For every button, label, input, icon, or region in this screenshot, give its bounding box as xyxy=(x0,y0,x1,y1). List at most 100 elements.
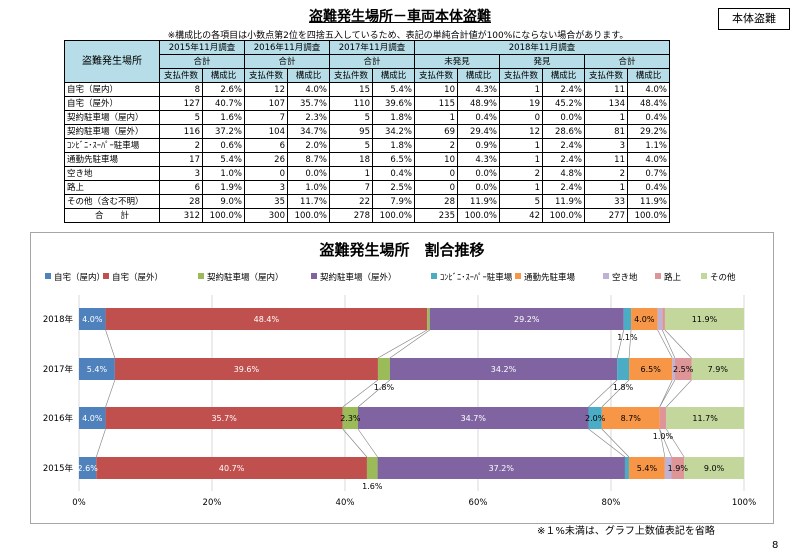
bar-segment xyxy=(105,308,428,330)
ratio-cell: 100.0% xyxy=(287,208,330,223)
count-cell: 10 xyxy=(414,152,458,167)
rounding-note: ※構成比の各項目は小数点第2位を四捨五入しているため、表記の単純合計値が100%… xyxy=(167,31,629,41)
bar-segment xyxy=(601,407,660,429)
data-label: 35.7% xyxy=(211,414,237,423)
bar-segment xyxy=(628,457,665,479)
bar-segment xyxy=(671,457,685,479)
count-cell: 18 xyxy=(329,152,373,167)
ratio-cell: 4.3% xyxy=(457,152,500,167)
bar-segment xyxy=(105,407,343,429)
series-connector xyxy=(659,379,673,408)
row-label: 空き地 xyxy=(64,166,160,181)
ratio-cell: 8.7% xyxy=(287,152,330,167)
chart-footnote: ※１%未満は、グラフ上数値表記を省略 xyxy=(537,526,715,537)
ratio-cell: 48.4% xyxy=(627,96,670,111)
bar-segment xyxy=(684,457,744,479)
data-label: 34.7% xyxy=(461,414,487,423)
x-tick-label: 0% xyxy=(72,498,86,508)
ratio-cell: 37.2% xyxy=(202,124,245,139)
ratio-cell: 1.8% xyxy=(372,110,415,125)
ratio-cell: 29.4% xyxy=(457,124,500,139)
legend-label: 契約駐車場（屋外） xyxy=(320,272,397,283)
ratio-cell: 35.7% xyxy=(287,96,330,111)
ratio-cell: 5.4% xyxy=(372,82,415,97)
legend-swatch xyxy=(515,273,521,279)
table-row: 空き地 3 1.0% 0 0.0% 1 0.4% 0 0.0% 2 4.8% 2 0.7% xyxy=(64,166,670,181)
count-cell: 2 xyxy=(499,166,543,181)
bar-segment xyxy=(664,457,672,479)
count-cell: 1 xyxy=(584,180,628,195)
ratio-cell: 2.0% xyxy=(287,138,330,153)
ratio-cell: 11.9% xyxy=(542,194,585,209)
x-tick-label: 100% xyxy=(732,498,756,508)
data-label: 6.5% xyxy=(640,365,661,374)
count-cell: 127 xyxy=(159,96,203,111)
bar-segment xyxy=(664,308,744,330)
ratio-cell: 1.9% xyxy=(202,180,245,195)
data-label: 8.7% xyxy=(621,414,642,423)
column-header-ratio: 構成比 xyxy=(542,68,585,83)
count-cell: 11 xyxy=(584,152,628,167)
count-cell: 3 xyxy=(244,180,288,195)
ratio-cell: 11.9% xyxy=(457,194,500,209)
ratio-cell: 0.0% xyxy=(457,180,500,195)
row-label: 契約駐車場（屋外） xyxy=(64,124,160,139)
category-label: 2016年 xyxy=(43,413,74,424)
ratio-cell: 4.3% xyxy=(457,82,500,97)
row-label: 自宅（屋内） xyxy=(64,82,160,97)
column-header-ratio: 構成比 xyxy=(457,68,500,83)
data-label: 40.7% xyxy=(219,464,245,473)
legend-label: 自宅（屋内） xyxy=(54,272,105,283)
column-header-count: 支払件数 xyxy=(584,68,628,83)
bar-segment xyxy=(342,407,359,429)
series-connector xyxy=(588,379,618,408)
data-label: 4.0% xyxy=(82,315,103,324)
series-connector xyxy=(659,428,666,458)
year-header: 2016年11月調査 xyxy=(244,40,330,55)
count-cell: 10 xyxy=(414,82,458,97)
bar-segment xyxy=(631,308,658,330)
series-connector xyxy=(659,428,672,458)
chart-container: 盗難発生場所 割合推移 自宅（屋内） 自宅（屋外） 契約駐車場（屋内） 契約駐車場（屋外… xyxy=(30,232,774,524)
legend-swatch xyxy=(103,273,109,279)
count-cell: 5 xyxy=(329,138,373,153)
count-cell: 33 xyxy=(584,194,628,209)
data-label: 37.2% xyxy=(489,464,515,473)
ratio-cell: 2.4% xyxy=(542,152,585,167)
count-cell: 0 xyxy=(499,110,543,125)
legend-label: ｺﾝﾋﾞﾆ･ｽｰﾊﾟｰ駐車場 xyxy=(440,272,513,283)
legend-label: その他 xyxy=(710,272,736,283)
count-cell: 312 xyxy=(159,208,203,223)
column-header-ratio: 構成比 xyxy=(627,68,670,83)
legend-swatch xyxy=(701,273,707,279)
bar-segment xyxy=(624,457,629,479)
count-cell: 2 xyxy=(159,138,203,153)
bar-segment xyxy=(427,308,430,330)
category-label: 2018年 xyxy=(43,314,74,325)
count-cell: 7 xyxy=(244,110,288,125)
count-cell: 1 xyxy=(499,138,543,153)
chart-title: 盗難発生場所 割合推移 xyxy=(319,241,484,259)
group-header: 合計 xyxy=(159,54,245,69)
ratio-cell: 7.9% xyxy=(372,194,415,209)
data-label: 1.8% xyxy=(613,383,634,392)
data-label: 9.0% xyxy=(704,464,725,473)
bar-segment xyxy=(662,308,665,330)
count-cell: 12 xyxy=(499,124,543,139)
legend-swatch xyxy=(603,273,609,279)
count-cell: 5 xyxy=(159,110,203,125)
bar-segment xyxy=(657,308,663,330)
row-label: 通勤先駐車場 xyxy=(64,152,160,167)
bar-segment xyxy=(617,358,630,380)
count-cell: 95 xyxy=(329,124,373,139)
count-cell: 0 xyxy=(414,166,458,181)
data-label: 2.0% xyxy=(585,414,606,423)
data-label: 7.9% xyxy=(708,365,729,374)
count-cell: 28 xyxy=(414,194,458,209)
count-cell: 22 xyxy=(329,194,373,209)
series-connector xyxy=(657,329,673,359)
theft-location-table: 盗難発生場所 2015年11月調査 2016年11月調査 2017年11月調査 … xyxy=(64,40,670,223)
group-header: 合計 xyxy=(244,54,330,69)
count-cell: 115 xyxy=(414,96,458,111)
